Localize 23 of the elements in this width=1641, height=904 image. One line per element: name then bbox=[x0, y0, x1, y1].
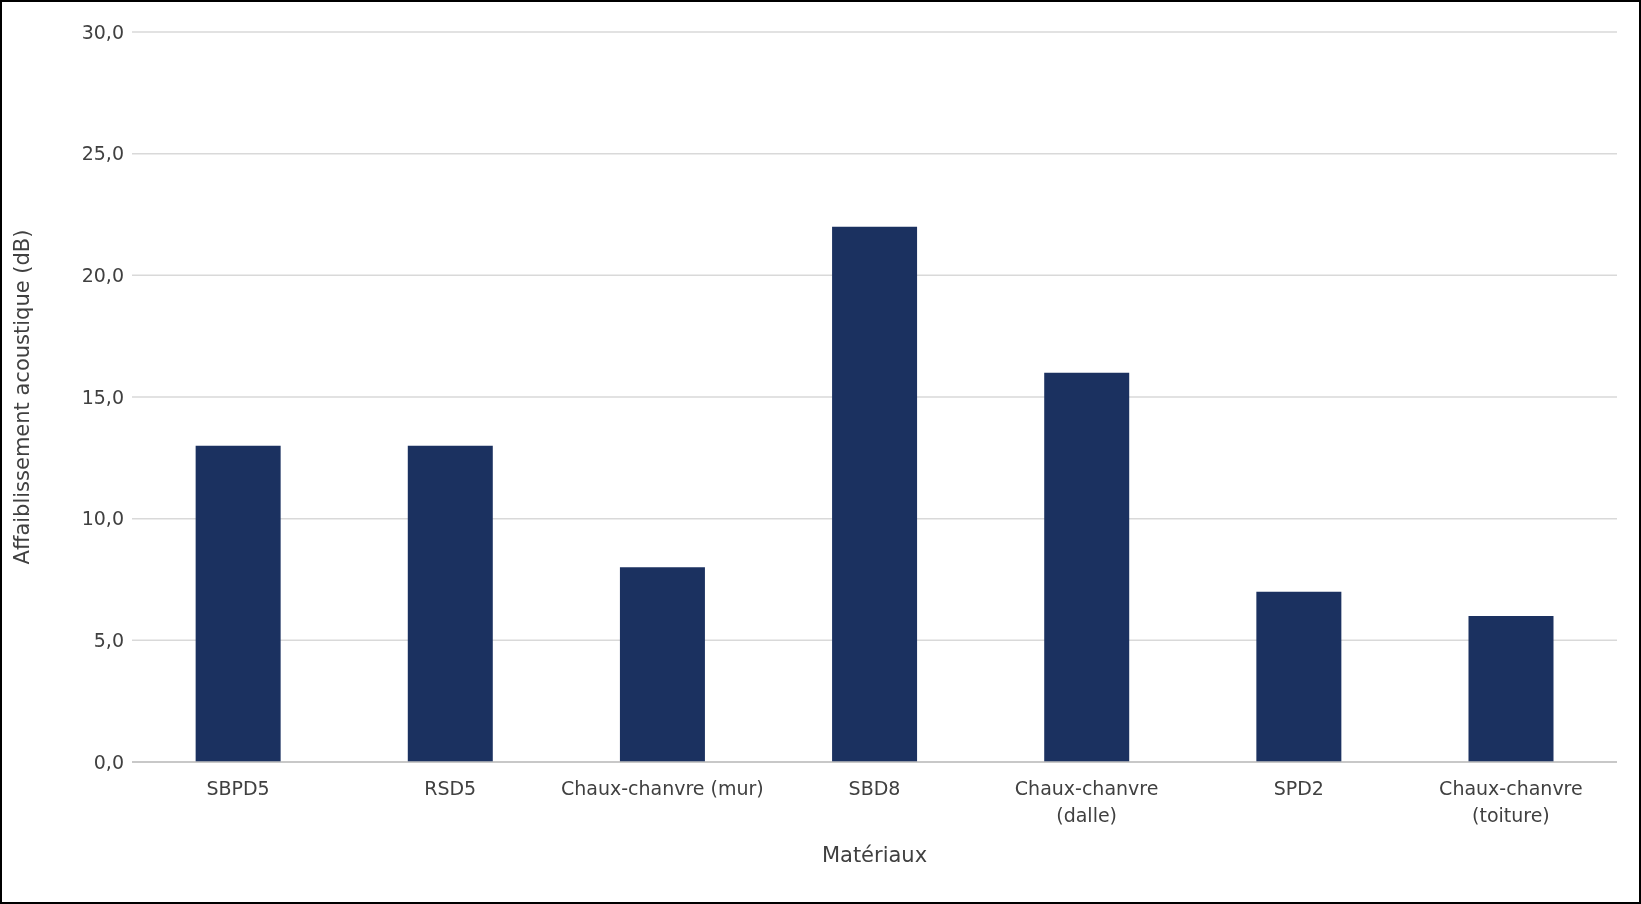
y-tick-label: 10,0 bbox=[81, 507, 124, 530]
y-axis-title: Affaiblissement acoustique (dB) bbox=[10, 229, 35, 565]
y-tick-label: 30,0 bbox=[81, 20, 124, 43]
x-tick-label: SBPD5 bbox=[206, 777, 270, 800]
y-tick-label: 20,0 bbox=[81, 264, 124, 287]
x-tick-label: Chaux-chanvre (toiture) bbox=[1439, 777, 1583, 826]
bar bbox=[832, 226, 918, 762]
x-tick-label: SBD8 bbox=[848, 777, 901, 800]
y-tick-label: 5,0 bbox=[93, 629, 124, 652]
x-tick-label: SPD2 bbox=[1273, 777, 1324, 800]
y-tick-label: 25,0 bbox=[81, 142, 124, 165]
bar bbox=[1044, 372, 1130, 762]
x-axis-title: Matériaux bbox=[821, 843, 928, 867]
bar bbox=[407, 445, 493, 762]
y-tick-label: 15,0 bbox=[81, 385, 124, 408]
bar bbox=[619, 567, 705, 762]
bar bbox=[195, 445, 281, 762]
y-tick-label: 0,0 bbox=[93, 750, 124, 773]
x-tick-label: Chaux-chanvre (dalle) bbox=[1014, 777, 1159, 826]
bar bbox=[1256, 591, 1342, 762]
bar bbox=[1468, 616, 1554, 762]
x-tick-label: Chaux-chanvre (mur) bbox=[560, 777, 764, 800]
x-tick-label: RSD5 bbox=[424, 777, 477, 800]
